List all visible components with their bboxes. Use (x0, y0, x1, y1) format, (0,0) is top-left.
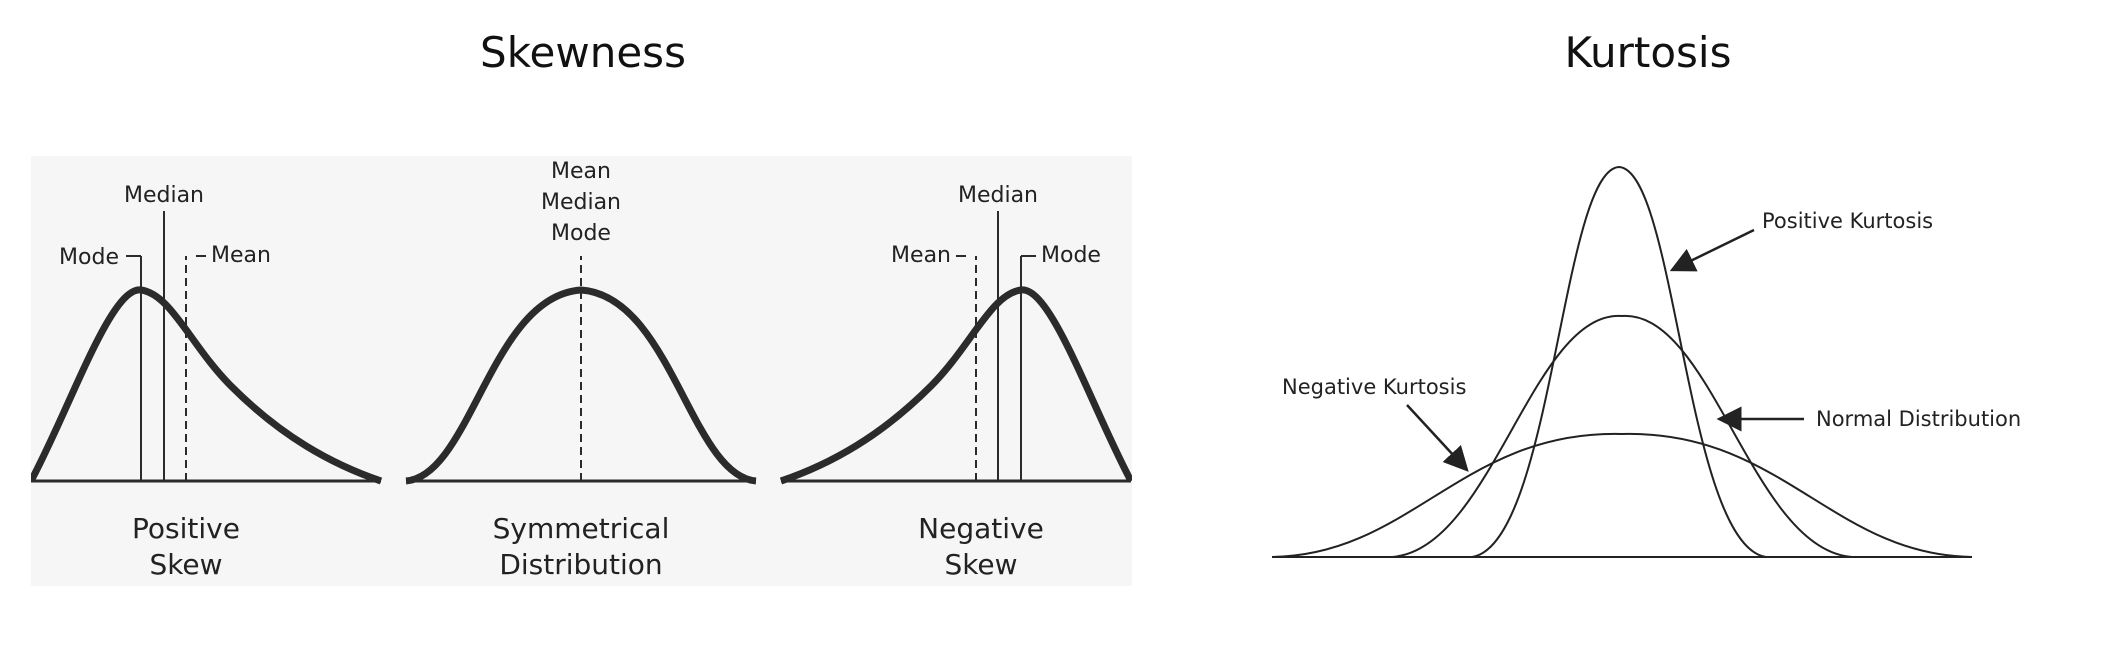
positive-skew-caption-line1: Positive (132, 512, 240, 545)
symmetrical-caption-line1: Symmetrical (493, 512, 670, 545)
negative-skew-curve (779, 286, 1135, 485)
positive-skew-curve (27, 286, 383, 485)
positive-kurtosis-curve (1471, 165, 1767, 558)
negative-skew-median-label: Median (958, 183, 1038, 208)
skewness-diagram: Median Mode Mean Positive Skew Mean Medi… (27, 156, 1135, 586)
negative-skew-mean-label: Mean (891, 243, 951, 268)
symmetrical-caption-line2: Distribution (499, 548, 662, 581)
positive-skew-median-label: Median (124, 183, 204, 208)
symmetrical-median-label: Median (541, 190, 621, 215)
kurtosis-diagram: Positive Kurtosis Normal Distribution Ne… (1262, 150, 2052, 580)
symmetrical-mean-label: Mean (551, 159, 611, 184)
negative-kurtosis-arrow (1406, 404, 1469, 472)
normal-distribution-label: Normal Distribution (1816, 407, 2021, 431)
positive-skew-caption-line2: Skew (149, 548, 222, 581)
positive-skew-diagram: Median Mode Mean Positive Skew (27, 183, 383, 581)
normal-distribution-curve (1391, 314, 1853, 558)
negative-skew-caption-line1: Negative (918, 512, 1044, 545)
negative-kurtosis-label: Negative Kurtosis (1282, 375, 1466, 399)
positive-skew-mean-label: Mean (211, 243, 271, 268)
negative-skew-diagram: Median Mean Mode Negative Skew (779, 183, 1135, 581)
positive-skew-mode-label: Mode (59, 245, 119, 270)
symmetrical-curve (405, 286, 757, 485)
negative-skew-mode-label: Mode (1041, 243, 1101, 268)
symmetrical-diagram: Mean Median Mode Symmetrical Distributio… (405, 159, 757, 581)
positive-kurtosis-arrow (1669, 228, 1755, 272)
negative-kurtosis-curve (1271, 432, 1973, 558)
positive-kurtosis-label: Positive Kurtosis (1762, 209, 1933, 233)
skewness-title: Skewness (480, 28, 686, 77)
negative-skew-caption-line2: Skew (944, 548, 1017, 581)
symmetrical-mode-label: Mode (551, 221, 611, 246)
kurtosis-title: Kurtosis (1564, 28, 1732, 77)
